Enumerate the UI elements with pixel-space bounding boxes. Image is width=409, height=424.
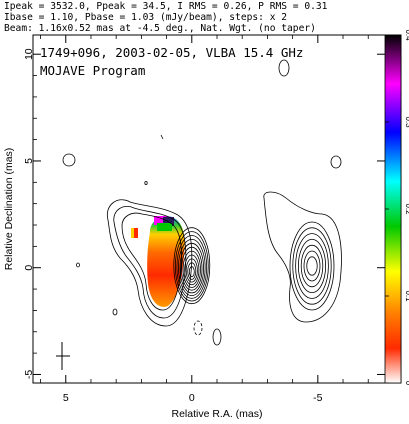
- contour-outer-1: [106, 199, 193, 327]
- pol-contour: [300, 244, 324, 288]
- core-contour: [185, 258, 198, 283]
- blob-top-right: [278, 59, 290, 77]
- header-line-3: Beam: 1.16x0.52 mas at -4.5 deg., Nat. W…: [4, 23, 316, 34]
- header-line-2: Ibase = 1.10, Pbase = 1.03 (mJy/beam), s…: [4, 12, 287, 23]
- core-contour: [181, 246, 203, 291]
- polarization-peak-patch: [154, 216, 168, 225]
- y-tick-label: 10: [23, 48, 35, 60]
- pol-contour: [297, 238, 326, 293]
- blob-small-left: [112, 308, 118, 316]
- y-tick-label: 5: [23, 158, 35, 164]
- x-axis-ticks: 5 0 -5: [40, 35, 394, 404]
- polarization-green-band: [157, 223, 172, 231]
- polarization-side-patch: [131, 228, 138, 238]
- isolated-components: [62, 59, 342, 346]
- pol-contour: [295, 233, 329, 299]
- core-contour: [182, 250, 201, 288]
- y-axis-ticks: -5 0 5 10: [23, 48, 385, 379]
- header-line-1: Ipeak = 3532.0, Ppeak = 34.5, I RMS = 0.…: [4, 1, 328, 12]
- colorbar-ticks: 0 0.1 0.2 0.3 0.4: [385, 29, 409, 386]
- blob-tiny-left: [76, 262, 80, 268]
- pol-contour: [306, 256, 318, 276]
- colorbar-tick-label: 0: [404, 381, 409, 386]
- x-tick-label: -5: [313, 392, 322, 404]
- panel-title-line-2: MOJAVE Program: [40, 63, 145, 78]
- blob-left-upper: [62, 153, 76, 167]
- pol-contour-outer: [263, 191, 342, 323]
- core-contour-set: [173, 227, 211, 305]
- polarization-contours: [263, 191, 342, 323]
- panel-title-line-1: 1749+096, 2003-02-05, VLBA 15.4 GHz: [40, 45, 303, 60]
- core-contour: [173, 227, 211, 305]
- x-tick-label: 5: [63, 392, 69, 404]
- y-axis-label: Relative Declination (mas): [3, 148, 15, 271]
- blob-lower-right: [212, 328, 222, 346]
- core-contour: [187, 262, 197, 280]
- pol-contour-set: [289, 221, 335, 311]
- y-tick-label: -5: [23, 370, 35, 379]
- pol-contour: [303, 250, 321, 282]
- colorbar-tick-label: 0.2: [404, 203, 409, 215]
- negative-contour: [193, 320, 203, 336]
- core-contour: [179, 242, 204, 294]
- core-contour: [174, 231, 209, 302]
- y-tick-label: 0: [23, 265, 35, 271]
- contour-outer-2: [113, 205, 187, 319]
- polarization-colour-map: [147, 216, 185, 307]
- pol-contour: [292, 227, 332, 305]
- beam-symbol: [56, 342, 70, 370]
- x-tick-label: 0: [189, 392, 195, 404]
- blob-tiny-mid: [144, 180, 148, 185]
- x-axis-label: Relative R.A. (mas): [171, 408, 262, 420]
- colorbar-tick-label: 0.1: [404, 290, 409, 302]
- core-contour: [188, 266, 195, 278]
- contour-outer-3: [121, 212, 182, 311]
- blob-right-upper: [330, 155, 342, 169]
- core-contour: [178, 239, 206, 297]
- colorbar-tick-label: 0.4: [404, 29, 409, 41]
- core-contour: [176, 235, 208, 299]
- intensity-contours: [106, 199, 211, 327]
- core-contour: [184, 254, 200, 286]
- colorbar-tick-label: 0.3: [404, 116, 409, 128]
- polarization-side-yellow: [131, 228, 134, 238]
- tick-mark-top: [160, 134, 164, 140]
- plot-frame: [32, 34, 402, 384]
- pol-contour: [289, 221, 335, 311]
